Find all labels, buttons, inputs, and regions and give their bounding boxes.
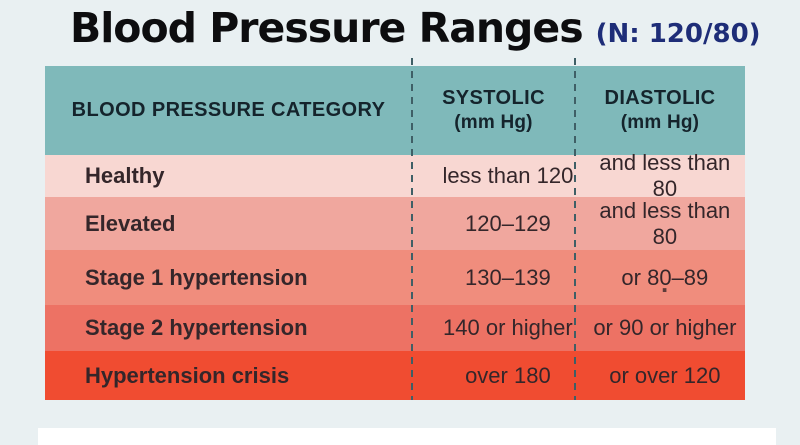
header-cell-diastolic: DIASTOLIC (mm Hg) (575, 66, 745, 155)
cell-category: Elevated (85, 210, 176, 236)
bottom-white-panel (38, 428, 776, 445)
table-header-row: BLOOD PRESSURE CATEGORY SYSTOLIC (mm Hg)… (45, 66, 745, 155)
cell-category: Healthy (85, 163, 165, 188)
cell-category: Hypertension crisis (85, 362, 290, 388)
cell-diastolic: or 80–89 (621, 264, 709, 290)
cell-diastolic: and less than 80 (599, 197, 731, 249)
cell-systolic: 120–129 (465, 210, 551, 236)
cell-category: Stage 2 hypertension (85, 315, 308, 340)
header-cell-category: BLOOD PRESSURE CATEGORY (45, 66, 412, 155)
header-cell-systolic: SYSTOLIC (mm Hg) (412, 66, 575, 155)
header-category-label: BLOOD PRESSURE CATEGORY (71, 99, 386, 121)
header-diastolic-label: DIASTOLIC (604, 87, 716, 110)
cell-systolic: over 180 (465, 362, 551, 388)
cell-systolic: 130–139 (465, 264, 551, 290)
cell-systolic: less than 120 (442, 163, 574, 188)
bp-ranges-table: BLOOD PRESSURE CATEGORY SYSTOLIC (mm Hg)… (45, 58, 745, 400)
table-row-healthy: Healthy less than 120 and less than 80 (45, 150, 745, 201)
page-title: Blood Pressure Ranges (N: 120/80) (70, 4, 761, 52)
title-main-text: Blood Pressure Ranges (70, 4, 584, 52)
cell-diastolic: and less than 80 (599, 150, 731, 201)
table-row-elevated: Elevated 120–129 and less than 80 (45, 197, 745, 250)
header-systolic-label: SYSTOLIC (442, 87, 545, 110)
table-row-crisis: Hypertension crisis over 180 or over 120 (45, 351, 745, 400)
header-diastolic-unit: (mm Hg) (620, 112, 700, 134)
table-row-stage1: Stage 1 hypertension 130–139 or 80–89 (45, 250, 745, 305)
cell-category: Stage 1 hypertension (85, 264, 308, 290)
cell-systolic: 140 or higher (443, 315, 573, 340)
cell-diastolic: or over 120 (609, 362, 721, 388)
table-row-stage2: Stage 2 hypertension 140 or higher or 90… (45, 305, 745, 351)
header-systolic-unit: (mm Hg) (454, 112, 533, 134)
cell-diastolic: or 90 or higher (593, 315, 737, 340)
title-normal-value: (N: 120/80) (595, 19, 761, 49)
stray-period-mark: . (661, 268, 669, 298)
